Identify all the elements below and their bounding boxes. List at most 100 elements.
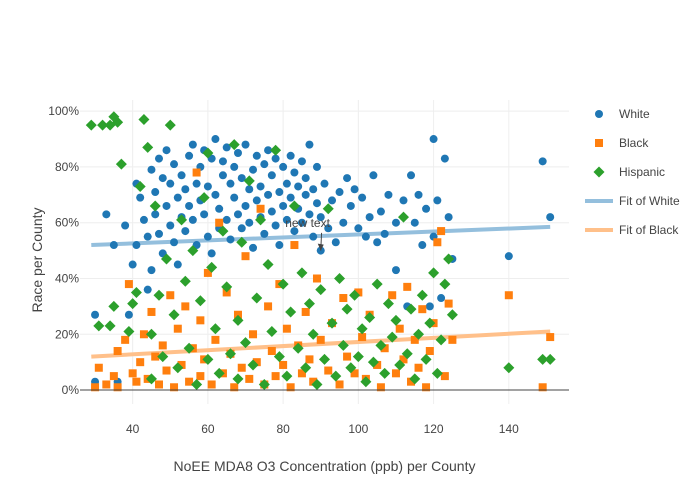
hispanic-point bbox=[236, 236, 248, 248]
white-point bbox=[260, 160, 269, 169]
hispanic-point bbox=[285, 306, 297, 318]
black-point bbox=[91, 383, 100, 392]
black-point bbox=[158, 341, 167, 350]
white-point bbox=[376, 207, 385, 216]
white-point bbox=[147, 165, 156, 174]
white-point bbox=[391, 218, 400, 227]
white-point bbox=[286, 193, 295, 202]
white-point bbox=[350, 185, 359, 194]
black-point bbox=[335, 380, 344, 389]
hispanic-point bbox=[300, 362, 312, 374]
black-point bbox=[279, 360, 288, 369]
black-point bbox=[343, 352, 352, 361]
hispanic-point bbox=[138, 114, 150, 126]
white-point bbox=[162, 201, 171, 210]
hispanic-point bbox=[198, 192, 210, 204]
white-point bbox=[200, 210, 209, 219]
hispanic-point bbox=[296, 267, 308, 279]
black-point bbox=[170, 383, 179, 392]
black-point bbox=[305, 355, 314, 364]
white-point bbox=[121, 221, 130, 230]
white-point bbox=[260, 229, 269, 238]
white-point bbox=[305, 210, 314, 219]
black-point bbox=[403, 282, 412, 291]
hispanic-point bbox=[247, 359, 259, 371]
white-point bbox=[297, 157, 306, 166]
black-point bbox=[444, 299, 453, 308]
black-point bbox=[215, 218, 224, 227]
white-point bbox=[207, 249, 216, 258]
white-point bbox=[361, 232, 370, 241]
black-point bbox=[373, 360, 382, 369]
white-point bbox=[203, 232, 212, 241]
black-point bbox=[395, 324, 404, 333]
white-point bbox=[267, 171, 276, 180]
legend-item-hispanic[interactable]: Hispanic bbox=[593, 165, 666, 179]
x-tick-label: 40 bbox=[126, 422, 140, 436]
black-point bbox=[354, 288, 363, 297]
black-point bbox=[425, 347, 434, 356]
black-point bbox=[222, 288, 231, 297]
white-point bbox=[504, 252, 513, 261]
white-point bbox=[391, 266, 400, 275]
hispanic-point bbox=[273, 351, 285, 363]
black-point bbox=[192, 168, 201, 177]
black-point bbox=[132, 377, 141, 386]
black-point bbox=[139, 330, 148, 339]
black-point bbox=[173, 324, 182, 333]
white-point bbox=[237, 174, 246, 183]
black-point bbox=[94, 363, 103, 372]
white-point bbox=[343, 174, 352, 183]
hispanic-point bbox=[537, 353, 549, 365]
white-point bbox=[241, 201, 250, 210]
hispanic-point bbox=[413, 328, 425, 340]
black-point bbox=[504, 291, 513, 300]
legend-item-fit-of-white[interactable]: Fit of White bbox=[585, 194, 680, 208]
hispanic-point bbox=[352, 351, 364, 363]
white-point bbox=[91, 310, 100, 319]
black-point bbox=[282, 324, 291, 333]
legend-marker-swatch bbox=[595, 110, 603, 118]
hispanic-point bbox=[303, 298, 315, 310]
hispanic-point bbox=[217, 225, 229, 237]
hispanic-point bbox=[134, 180, 146, 192]
black-point bbox=[203, 268, 212, 277]
fit-line bbox=[91, 224, 551, 248]
hispanic-point bbox=[390, 314, 402, 326]
white-point bbox=[158, 174, 167, 183]
black-point bbox=[151, 352, 160, 361]
white-point bbox=[173, 193, 182, 202]
white-point bbox=[136, 193, 145, 202]
white-point bbox=[422, 204, 431, 213]
hispanic-point bbox=[145, 328, 157, 340]
white-point bbox=[245, 185, 254, 194]
legend-label: Fit of Black bbox=[619, 223, 679, 237]
white-point bbox=[335, 188, 344, 197]
hispanic-point bbox=[326, 317, 338, 329]
white-point bbox=[237, 224, 246, 233]
black-point bbox=[241, 252, 250, 261]
legend[interactable]: White Black Hispanic Fit of White Fit of Bla… bbox=[585, 107, 680, 237]
white-point bbox=[546, 213, 555, 222]
white-point bbox=[316, 213, 325, 222]
hispanic-point bbox=[330, 370, 342, 382]
y-tick-label: 100% bbox=[48, 104, 79, 118]
white-point bbox=[440, 154, 449, 163]
black-point bbox=[267, 347, 276, 356]
hispanic-point bbox=[311, 378, 323, 390]
legend-label: Hispanic bbox=[619, 165, 665, 179]
black-point bbox=[388, 291, 397, 300]
black-point bbox=[324, 366, 333, 375]
black-point bbox=[286, 383, 295, 392]
white-point bbox=[233, 148, 242, 157]
black-point bbox=[271, 372, 280, 381]
legend-item-fit-of-black[interactable]: Fit of Black bbox=[585, 223, 679, 237]
white-point bbox=[407, 171, 416, 180]
legend-item-black[interactable]: Black bbox=[595, 136, 649, 150]
white-point bbox=[102, 210, 111, 219]
legend-item-white[interactable]: White bbox=[595, 107, 650, 121]
hispanic-point bbox=[164, 119, 176, 131]
white-point bbox=[192, 179, 201, 188]
